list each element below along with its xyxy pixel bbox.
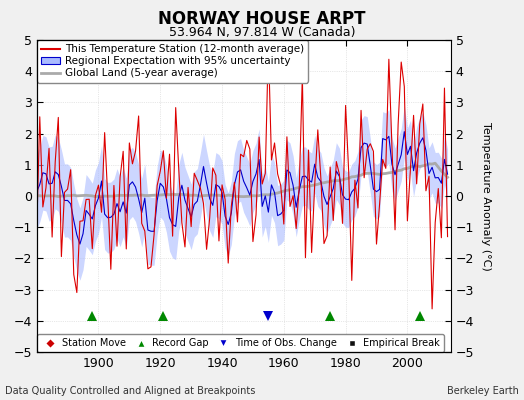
Text: 53.964 N, 97.814 W (Canada): 53.964 N, 97.814 W (Canada) xyxy=(169,26,355,39)
Text: Data Quality Controlled and Aligned at Breakpoints: Data Quality Controlled and Aligned at B… xyxy=(5,386,256,396)
Text: Berkeley Earth: Berkeley Earth xyxy=(447,386,519,396)
Text: NORWAY HOUSE ARPT: NORWAY HOUSE ARPT xyxy=(158,10,366,28)
Y-axis label: Temperature Anomaly (°C): Temperature Anomaly (°C) xyxy=(481,122,490,270)
Legend: Station Move, Record Gap, Time of Obs. Change, Empirical Break: Station Move, Record Gap, Time of Obs. C… xyxy=(37,334,444,352)
